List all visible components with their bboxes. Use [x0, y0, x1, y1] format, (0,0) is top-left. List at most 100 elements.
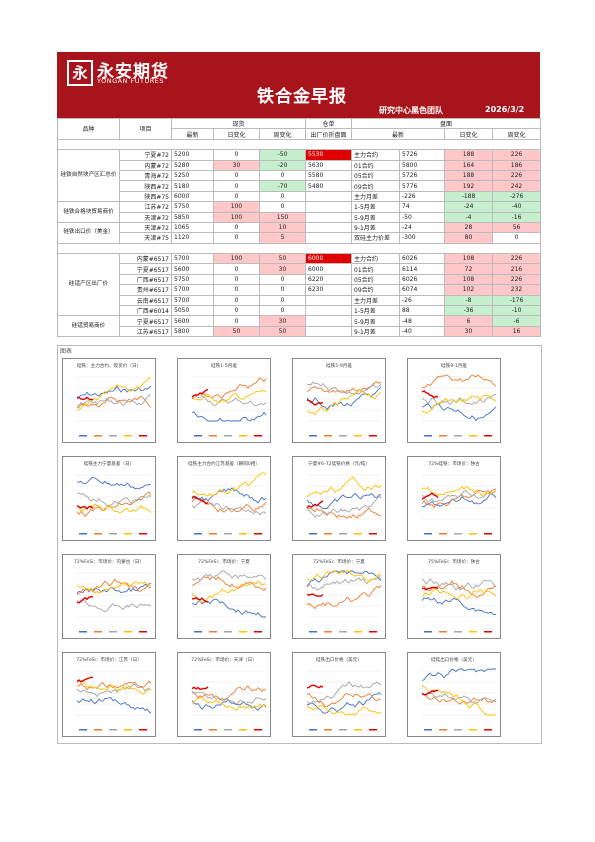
- header-weekly: 周变化: [259, 128, 306, 140]
- series-line: [76, 377, 152, 412]
- table-row: 硅铁合格块贸易商价 江苏#72 5750 100 0 1-5月差 74 -24 -40: [57, 201, 542, 223]
- series-line: [191, 487, 267, 504]
- series-line: [306, 492, 382, 510]
- receipt-price: [305, 221, 352, 234]
- spot-daily-change: 100: [213, 253, 260, 265]
- legend-swatch: [239, 729, 247, 731]
- series-line: [421, 588, 497, 600]
- table-row: 陕西#75 6000 0 0 主力月差 -226 -188 -276: [58, 190, 542, 203]
- series-line: [421, 488, 497, 509]
- chart-thumbnail: 72%FeSi：市场价：宁夏: [292, 554, 386, 639]
- row-item: 宁夏#6517: [119, 315, 172, 327]
- current-year-line: [306, 593, 324, 597]
- legend-swatch: [454, 533, 462, 535]
- current-year-line: [76, 396, 93, 401]
- spot-daily-change: 0: [213, 263, 260, 275]
- legend-swatch: [94, 729, 102, 731]
- futures-latest: 6026: [399, 273, 445, 286]
- table-row: 广西#6517 5750 0 0 6220 05合约 6026 108 226: [58, 273, 542, 286]
- futures-latest: 5726: [399, 149, 445, 161]
- legend-swatch: [439, 631, 447, 633]
- legend-swatch: [324, 729, 332, 731]
- chart-thumbnail: 75%FeSi：市场价：陕古: [407, 554, 501, 639]
- spot-weekly-change: 30: [259, 315, 306, 327]
- futures-weekly-change: -40: [491, 201, 542, 213]
- row-item: 云南#6517: [119, 294, 172, 307]
- series-line: [421, 393, 497, 406]
- spot-latest: 5200: [171, 149, 214, 161]
- futures-contract: 01合约: [351, 263, 400, 275]
- row-category: 硅铁自然块产区汇总价: [57, 149, 120, 203]
- series-line: [76, 395, 152, 408]
- legend-swatch: [194, 435, 202, 437]
- legend-swatch: [139, 631, 147, 633]
- futures-weekly-change: 242: [491, 180, 542, 192]
- legend-swatch: [124, 729, 132, 731]
- legend-swatch: [239, 533, 247, 535]
- spot-weekly-change: 0: [259, 169, 306, 182]
- spot-latest: 1065: [171, 221, 214, 234]
- legend-swatch: [309, 631, 317, 633]
- spot-weekly-change: -70: [259, 180, 306, 192]
- spot-latest: 5750: [171, 273, 214, 286]
- current-year-line: [76, 676, 94, 683]
- futures-contract: 9-1月差: [351, 221, 400, 234]
- series-line: [76, 697, 152, 714]
- legend-swatch: [354, 435, 362, 437]
- header-variety: 品种: [57, 118, 120, 140]
- spot-latest: 5700: [171, 294, 214, 307]
- receipt-price: 5630: [305, 159, 352, 171]
- receipt-price: 5530: [305, 149, 352, 161]
- chart-title: 硅铁主力宁夏基差（日）: [83, 462, 135, 467]
- legend-swatch: [79, 435, 87, 437]
- current-year-line: [76, 504, 94, 510]
- futures-contract: 09合约: [351, 284, 400, 296]
- spot-latest: 5280: [171, 159, 214, 171]
- legend-swatch: [424, 533, 432, 535]
- receipt-price: [305, 190, 352, 203]
- legend-swatch: [209, 435, 217, 437]
- legend-swatch: [484, 631, 492, 633]
- futures-latest: 6026: [399, 253, 445, 265]
- row-category: 硅锰产区出厂价: [57, 253, 120, 317]
- spot-daily-change: 0: [213, 180, 260, 192]
- header-spot: 现货: [171, 117, 306, 130]
- legend-swatch: [139, 435, 147, 437]
- spot-weekly-change: 50: [259, 253, 306, 265]
- chart-plot: [421, 374, 497, 437]
- series-line: [306, 381, 382, 395]
- futures-latest: -226: [399, 190, 445, 203]
- futures-weekly-change: -6: [491, 315, 542, 327]
- row-item: 陕西#75: [119, 190, 172, 203]
- futures-latest: -48: [399, 315, 445, 327]
- chart-plot: [191, 570, 267, 633]
- spot-latest: 1120: [171, 232, 214, 244]
- spot-latest: 5250: [171, 169, 214, 182]
- chart-title: 75%FeSi：市场价：陕古: [428, 560, 480, 565]
- series-line: [191, 598, 266, 618]
- chart-thumbnail: 72%FeSi：市场价：江苏（日）: [62, 652, 156, 737]
- futures-daily-change: 30: [444, 325, 493, 338]
- row-item: 江苏#72: [119, 201, 172, 213]
- spot-daily-change: 0: [213, 149, 260, 161]
- series-line: [421, 490, 497, 503]
- series-line: [421, 596, 497, 616]
- chart-title: 硅铁：主力合约、现货价（日）: [76, 364, 142, 369]
- chart-title: 硅铁1-5月差: [211, 364, 237, 369]
- chart-title: 硅铁9-1月差: [441, 364, 467, 369]
- legend-swatch: [109, 435, 117, 437]
- futures-contract: 主力月差: [351, 190, 400, 203]
- legend-swatch: [339, 533, 347, 535]
- chart-plot: [191, 670, 267, 731]
- spot-weekly-change: 5: [259, 232, 306, 244]
- legend-swatch: [369, 631, 377, 633]
- header-item: 项目: [119, 118, 172, 140]
- legend-swatch: [79, 729, 87, 731]
- table-row: 硅锰贸易商价 宁夏#6517 5600 0 30 5-9月差 -48 6 -6: [57, 315, 542, 338]
- legend-swatch: [194, 729, 202, 731]
- futures-daily-change: -24: [444, 201, 493, 213]
- series-line: [421, 684, 496, 716]
- futures-daily-change: 188: [444, 149, 493, 161]
- spot-weekly-change: 0: [259, 190, 306, 203]
- legend-swatch: [254, 631, 262, 633]
